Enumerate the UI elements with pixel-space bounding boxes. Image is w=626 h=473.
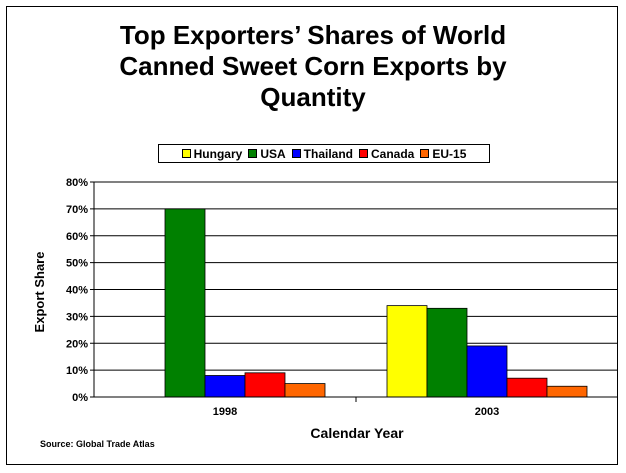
source-note: Source: Global Trade Atlas xyxy=(40,439,155,449)
legend-item-usa: USA xyxy=(248,146,286,161)
legend-swatch-hungary xyxy=(181,149,191,158)
legend: Hungary USA Thailand Canada EU-15 xyxy=(158,144,490,163)
chart-title: Top Exporters’ Shares of World Canned Sw… xyxy=(0,20,626,113)
legend-item-thailand: Thailand xyxy=(291,146,353,161)
title-line-2: Canned Sweet Corn Exports by xyxy=(119,51,507,81)
legend-item-hungary: Hungary xyxy=(181,146,243,161)
legend-item-eu15: EU-15 xyxy=(420,147,466,161)
legend-label-hungary: Hungary xyxy=(193,146,243,161)
legend-label-canada: Canada xyxy=(371,146,415,161)
legend-label-eu15: EU-15 xyxy=(432,146,467,161)
title-line-1: Top Exporters’ Shares of World xyxy=(119,20,507,50)
legend-swatch-thailand xyxy=(291,149,301,158)
legend-swatch-canada xyxy=(359,149,368,158)
title-line-3: Quantity xyxy=(260,82,366,112)
legend-item-canada: Canada xyxy=(359,147,414,161)
legend-swatch-usa xyxy=(248,149,258,158)
legend-swatch-eu15 xyxy=(420,149,430,158)
legend-label-usa: USA xyxy=(260,146,286,161)
legend-label-thailand: Thailand xyxy=(303,146,353,161)
